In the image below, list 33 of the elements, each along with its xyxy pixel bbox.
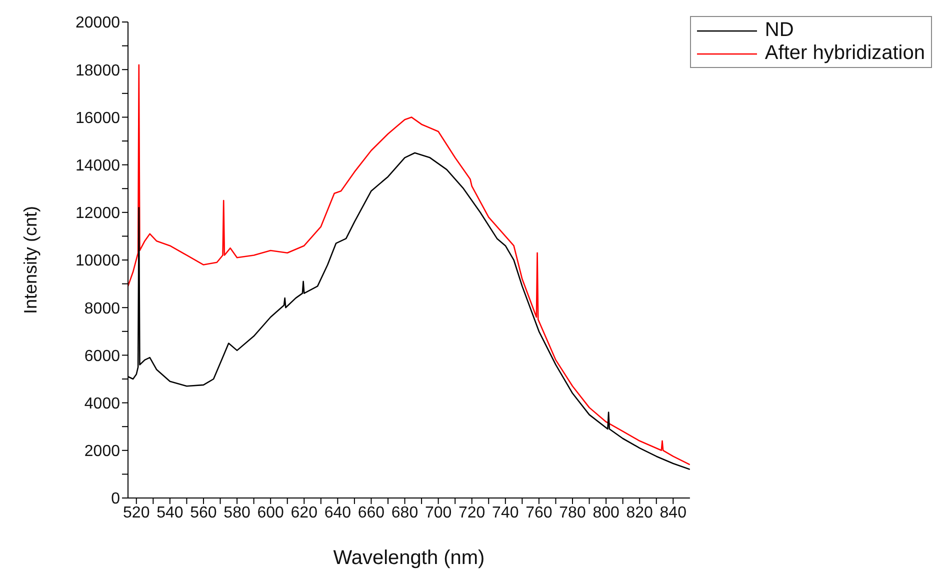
x-tick-label: 720 bbox=[458, 504, 486, 522]
x-tick-label: 640 bbox=[324, 504, 352, 522]
y-tick-label: 12000 bbox=[76, 205, 120, 222]
x-tick-label: 580 bbox=[224, 504, 250, 522]
x-tick-label: 780 bbox=[559, 504, 586, 522]
x-tick-label: 740 bbox=[492, 504, 519, 522]
y-tick-label: 14000 bbox=[76, 157, 120, 174]
y-axis-title: Intensity (cnt) bbox=[20, 206, 40, 314]
x-tick-label: 760 bbox=[526, 504, 552, 522]
y-tick-label: 18000 bbox=[76, 62, 120, 80]
x-tick-label: 560 bbox=[190, 504, 217, 522]
x-tick-label: 660 bbox=[358, 504, 385, 522]
x-axis-title: Wavelength (nm) bbox=[333, 547, 485, 570]
x-tick-label: 520 bbox=[123, 504, 150, 522]
y-tick-label: 4000 bbox=[84, 395, 120, 412]
line-series bbox=[128, 64, 690, 466]
y-tick-label: 20000 bbox=[76, 14, 120, 32]
x-tick-label: 800 bbox=[592, 504, 620, 522]
legend-label: ND bbox=[764, 19, 794, 42]
x-tick-label: 820 bbox=[626, 504, 654, 522]
y-tick-label: 8000 bbox=[84, 300, 120, 318]
x-tick-label: 840 bbox=[660, 504, 687, 522]
legend-label: After hybridization bbox=[764, 42, 925, 65]
x-tick-label: 700 bbox=[424, 504, 452, 522]
x-tick-label: 620 bbox=[290, 504, 318, 522]
x-tick-label: 600 bbox=[257, 504, 284, 522]
x-tick-label: 540 bbox=[156, 504, 184, 522]
y-tick-label: 10000 bbox=[76, 252, 120, 270]
y-tick-label: 0 bbox=[111, 490, 120, 508]
x-tick-label: 680 bbox=[391, 504, 418, 522]
y-tick-label: 2000 bbox=[84, 443, 120, 460]
y-tick-label: 16000 bbox=[76, 110, 120, 127]
y-tick-label: 6000 bbox=[84, 348, 120, 365]
